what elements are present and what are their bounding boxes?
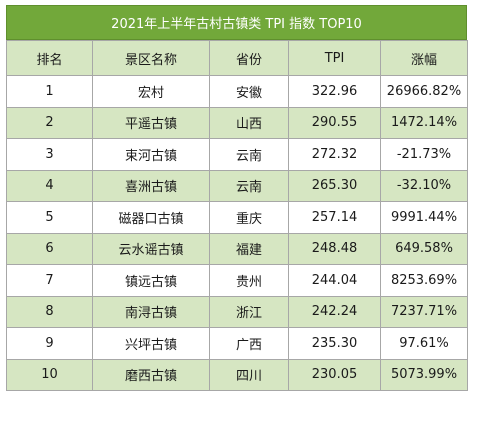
cell-rank: 7: [6, 264, 93, 297]
cell-rank: 5: [6, 201, 93, 234]
cell-tpi: 257.14: [288, 201, 381, 234]
cell-change: 649.58%: [380, 232, 468, 265]
table-row: 5 磁器口古镇 重庆 257.14 9991.44%: [6, 201, 468, 234]
cell-rank: 6: [6, 232, 93, 265]
table-row: 4 喜洲古镇 云南 265.30 -32.10%: [6, 169, 468, 202]
table-row: 7 镇远古镇 贵州 244.04 8253.69%: [6, 264, 468, 297]
cell-change: 7237.71%: [380, 295, 468, 328]
cell-name: 云水谣古镇: [92, 232, 210, 265]
cell-change: 5073.99%: [380, 358, 468, 391]
cell-tpi: 290.55: [288, 106, 381, 139]
cell-name: 宏村: [92, 75, 210, 108]
cell-province: 广西: [209, 327, 289, 360]
cell-name: 喜洲古镇: [92, 169, 210, 202]
table-row: 10 磨西古镇 四川 230.05 5073.99%: [6, 358, 468, 391]
table-row: 6 云水谣古镇 福建 248.48 649.58%: [6, 232, 468, 265]
cell-tpi: 230.05: [288, 358, 381, 391]
cell-tpi: 242.24: [288, 295, 381, 328]
cell-tpi: 272.32: [288, 138, 381, 171]
table-row: 3 束河古镇 云南 272.32 -21.73%: [6, 138, 468, 171]
column-header-rank: 排名: [6, 40, 93, 76]
cell-name: 束河古镇: [92, 138, 210, 171]
ranking-table: 排名 景区名称 省份 TPI 涨幅 1 宏村 安徽 322.96 26966.82% 2 平…: [6, 40, 468, 391]
cell-province: 安徽: [209, 75, 289, 108]
cell-province: 山西: [209, 106, 289, 139]
cell-change: 97.61%: [380, 327, 468, 360]
table-row: 2 平遥古镇 山西 290.55 1472.14%: [6, 106, 468, 139]
table-body: 1 宏村 安徽 322.96 26966.82% 2 平遥古镇 山西 290.55 1472.14…: [6, 75, 468, 391]
cell-rank: 4: [6, 169, 93, 202]
table-header-row: 排名 景区名称 省份 TPI 涨幅: [6, 40, 468, 76]
cell-rank: 9: [6, 327, 93, 360]
cell-name: 磁器口古镇: [92, 201, 210, 234]
cell-name: 兴坪古镇: [92, 327, 210, 360]
table-title: 2021年上半年古村古镇类 TPI 指数 TOP10: [6, 5, 467, 40]
cell-province: 云南: [209, 169, 289, 202]
cell-tpi: 322.96: [288, 75, 381, 108]
cell-province: 浙江: [209, 295, 289, 328]
cell-name: 镇远古镇: [92, 264, 210, 297]
column-header-tpi: TPI: [288, 40, 381, 76]
cell-rank: 3: [6, 138, 93, 171]
cell-province: 重庆: [209, 201, 289, 234]
cell-rank: 1: [6, 75, 93, 108]
cell-rank: 8: [6, 295, 93, 328]
cell-province: 四川: [209, 358, 289, 391]
cell-province: 云南: [209, 138, 289, 171]
cell-tpi: 244.04: [288, 264, 381, 297]
cell-province: 福建: [209, 232, 289, 265]
cell-name: 磨西古镇: [92, 358, 210, 391]
table-row: 9 兴坪古镇 广西 235.30 97.61%: [6, 327, 468, 360]
cell-change: 9991.44%: [380, 201, 468, 234]
cell-name: 平遥古镇: [92, 106, 210, 139]
table-row: 8 南浔古镇 浙江 242.24 7237.71%: [6, 295, 468, 328]
cell-change: 8253.69%: [380, 264, 468, 297]
cell-province: 贵州: [209, 264, 289, 297]
cell-change: -32.10%: [380, 169, 468, 202]
cell-change: -21.73%: [380, 138, 468, 171]
column-header-name: 景区名称: [92, 40, 210, 76]
cell-tpi: 265.30: [288, 169, 381, 202]
table-row: 1 宏村 安徽 322.96 26966.82%: [6, 75, 468, 108]
column-header-province: 省份: [209, 40, 289, 76]
cell-tpi: 248.48: [288, 232, 381, 265]
column-header-change: 涨幅: [380, 40, 468, 76]
cell-rank: 2: [6, 106, 93, 139]
cell-rank: 10: [6, 358, 93, 391]
cell-name: 南浔古镇: [92, 295, 210, 328]
cell-tpi: 235.30: [288, 327, 381, 360]
cell-change: 26966.82%: [380, 75, 468, 108]
ranking-table-container: 2021年上半年古村古镇类 TPI 指数 TOP10 排名 景区名称 省份 TP…: [6, 5, 468, 433]
cell-change: 1472.14%: [380, 106, 468, 139]
